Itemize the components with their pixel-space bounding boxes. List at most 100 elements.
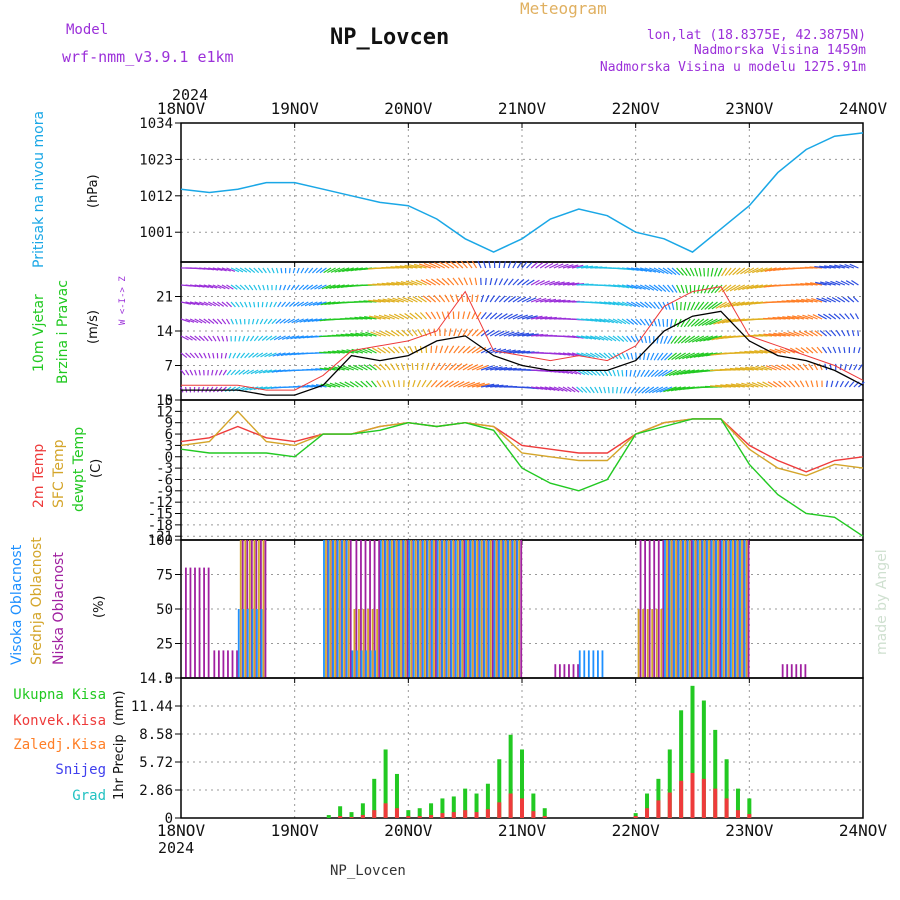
wind-barb: [402, 296, 414, 303]
wind-barb: [697, 352, 714, 358]
wind-barb: [787, 315, 800, 320]
wind-barb: [409, 346, 414, 354]
conv-rain-bar: [508, 793, 513, 818]
high-cloud-bar: [465, 540, 467, 678]
wind-barb: [315, 267, 323, 274]
wind-barb: [401, 329, 409, 337]
wind-barb: [285, 301, 291, 308]
wind-barb: [779, 348, 791, 354]
y-tick-label: 1034: [139, 116, 173, 132]
y-tick-label: 25: [156, 637, 173, 653]
wind-barb: [244, 284, 250, 291]
mid-cloud-bar: [343, 540, 346, 678]
mid-cloud-bar: [651, 609, 654, 678]
low-cloud-bar: [719, 540, 722, 678]
top-date-ticks: 18NOV 19NOV 20NOV 21NOV 22NOV 23NOV 24NOV: [157, 99, 888, 118]
station-title: NP_Lovcen: [330, 25, 449, 50]
wind-barb: [643, 352, 646, 361]
wind-barb: [697, 301, 705, 311]
high-cloud-bar: [730, 540, 732, 678]
wind-barb: [398, 346, 405, 354]
wind-barb: [685, 284, 689, 294]
date-label-top: 24NOV: [839, 99, 888, 118]
wind-barb: [535, 280, 545, 286]
wind-barb: [639, 335, 644, 343]
low-cloud-bar: [207, 567, 210, 678]
cloud-unit: (%): [92, 596, 107, 619]
total-rain-bar: [394, 773, 399, 818]
wind-barb: [248, 267, 256, 273]
wind-barb: [377, 347, 386, 354]
wind-barb: [655, 386, 668, 393]
wind-barb: [485, 312, 493, 320]
wind-barb: [286, 284, 291, 291]
wind-barb: [372, 347, 382, 354]
wind-barb: [526, 315, 538, 320]
conv-rain-bar: [520, 798, 524, 818]
y-tick-label: 21: [156, 290, 173, 306]
mid-cloud-bar: [428, 540, 431, 678]
wind-barb: [816, 346, 823, 354]
low-cloud-bar: [804, 664, 807, 678]
wind-barb: [207, 335, 213, 342]
low-cloud-bar: [231, 650, 234, 678]
total-rain-bar: [463, 788, 468, 818]
wind-barb: [643, 369, 650, 378]
wind-barb: [189, 335, 197, 341]
wind-barb: [813, 363, 819, 371]
wind-barb: [333, 284, 345, 289]
wind-barb: [721, 318, 736, 324]
wind-barb: [269, 301, 273, 308]
wind-barb: [740, 301, 755, 306]
mid-cloud-bar: [452, 540, 455, 678]
wind-barb: [399, 313, 409, 320]
low-cloud-bar: [378, 540, 381, 678]
wind-barb: [634, 386, 641, 394]
wind-barb: [729, 284, 741, 292]
wind-barb: [662, 284, 671, 293]
mid-cloud-bar: [660, 609, 663, 678]
wind-barb: [458, 363, 468, 371]
wind-barb: [353, 364, 364, 371]
wind-barb: [226, 369, 232, 376]
wind-barb: [580, 335, 593, 340]
wind-barb: [640, 369, 646, 378]
wind-barb: [262, 267, 267, 274]
wind-barb: [392, 346, 400, 354]
wind-barb: [666, 335, 673, 344]
wind-barb: [194, 369, 198, 376]
wind-barb: [603, 301, 616, 306]
high-cloud-bar: [601, 650, 604, 678]
wind-barb: [814, 265, 827, 269]
high-cloud-bar: [402, 540, 405, 678]
wind-barb: [452, 277, 459, 286]
conv-rain-bar: [394, 808, 399, 818]
wind-barb: [558, 352, 571, 356]
wind-barb: [637, 386, 646, 394]
wind-barb: [567, 352, 579, 357]
high-cloud-bar: [668, 540, 671, 678]
wind-barb: [803, 330, 814, 337]
total-rain-bar: [383, 749, 388, 818]
wind-barb: [650, 352, 655, 361]
wind-barb: [435, 380, 444, 388]
mid-cloud-bar: [637, 609, 640, 678]
wind-barb: [630, 284, 642, 290]
y-tick-label: 50: [156, 602, 173, 618]
wind-barb: [462, 345, 471, 354]
wind-barb: [707, 284, 714, 294]
wind-barb: [249, 335, 255, 342]
wind-barb: [354, 316, 368, 320]
wind-barb: [689, 267, 695, 277]
wind-barb: [366, 347, 377, 354]
wind-barb: [275, 318, 282, 324]
wind-barb: [648, 318, 654, 327]
high-cloud-bar: [408, 540, 411, 678]
wind-barb: [406, 329, 414, 337]
high-cloud-bar: [725, 540, 728, 678]
wind-barb: [630, 267, 644, 272]
wind-barb: [819, 265, 832, 269]
wind-barb: [772, 380, 782, 388]
wind-barb: [334, 267, 345, 273]
wind-barb: [508, 349, 521, 354]
